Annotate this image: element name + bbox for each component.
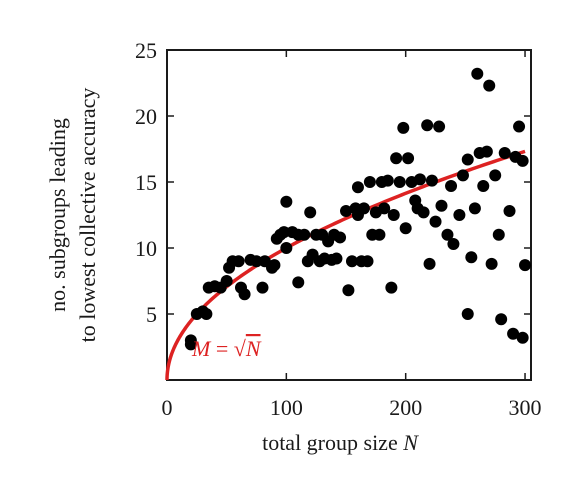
y-axis-title-line1: no. subgroups leading bbox=[45, 118, 70, 312]
data-point bbox=[361, 255, 374, 268]
x-tick-label: 200 bbox=[389, 395, 422, 420]
data-point bbox=[519, 259, 532, 272]
data-point bbox=[456, 169, 469, 182]
data-point bbox=[184, 338, 197, 351]
data-point bbox=[378, 202, 391, 215]
x-axis-title-var: N bbox=[402, 430, 419, 455]
data-point bbox=[477, 179, 490, 192]
data-point bbox=[232, 255, 245, 268]
data-point bbox=[256, 281, 269, 294]
data-point bbox=[357, 202, 370, 215]
y-tick-label: 25 bbox=[135, 38, 157, 63]
data-point bbox=[468, 202, 481, 215]
data-point bbox=[483, 79, 496, 92]
fit-curve-label: M = √N bbox=[191, 336, 262, 361]
y-axis-title: no. subgroups leading to lowest collecti… bbox=[45, 88, 100, 343]
plot-frame bbox=[166, 49, 532, 381]
data-point bbox=[298, 228, 311, 241]
fit-label-sqrt: √ bbox=[234, 336, 247, 361]
data-point bbox=[277, 226, 290, 239]
data-point bbox=[471, 67, 484, 80]
data-point bbox=[485, 257, 498, 270]
data-point bbox=[238, 288, 251, 301]
data-point bbox=[441, 228, 454, 241]
data-point bbox=[340, 205, 353, 218]
data-point bbox=[268, 259, 281, 272]
data-point bbox=[492, 228, 505, 241]
y-axis-title-line2: to lowest collective accuracy bbox=[75, 88, 100, 343]
data-point bbox=[280, 195, 293, 208]
data-point bbox=[421, 119, 434, 132]
data-point bbox=[402, 152, 415, 165]
plot-area bbox=[165, 49, 532, 381]
data-point bbox=[390, 152, 403, 165]
data-point bbox=[387, 209, 400, 221]
data-point bbox=[516, 154, 529, 167]
data-point bbox=[445, 179, 458, 192]
data-point bbox=[220, 275, 233, 287]
fit-label-var-left: M bbox=[191, 336, 212, 361]
y-tick-label: 15 bbox=[135, 170, 157, 195]
data-point bbox=[516, 331, 529, 344]
axis-ticks bbox=[166, 49, 531, 380]
data-point bbox=[334, 231, 347, 244]
data-points bbox=[184, 67, 532, 351]
data-point bbox=[417, 206, 430, 219]
data-point bbox=[397, 121, 410, 134]
data-point bbox=[495, 313, 508, 326]
data-point bbox=[250, 255, 263, 268]
x-axis-title-text: total group size bbox=[262, 430, 403, 455]
data-point bbox=[351, 181, 364, 194]
tick-labels: 0 100 200 300 5 10 15 20 25 bbox=[135, 38, 542, 420]
data-point bbox=[498, 146, 511, 159]
x-axis-title: total group size N bbox=[262, 430, 419, 455]
y-tick-label: 10 bbox=[135, 236, 157, 261]
data-point bbox=[433, 120, 446, 133]
x-tick-label: 100 bbox=[270, 395, 303, 420]
data-point bbox=[330, 252, 343, 265]
data-point bbox=[385, 281, 398, 294]
data-point bbox=[393, 176, 406, 188]
data-point bbox=[425, 174, 438, 187]
data-point bbox=[423, 257, 436, 270]
data-point bbox=[480, 145, 493, 158]
data-point bbox=[453, 209, 466, 221]
data-point bbox=[304, 206, 317, 219]
data-point bbox=[292, 276, 305, 289]
x-tick-label: 0 bbox=[162, 395, 173, 420]
fit-label-var-right: N bbox=[245, 336, 262, 361]
data-point bbox=[429, 215, 442, 228]
data-point bbox=[414, 173, 427, 186]
data-point bbox=[461, 153, 474, 166]
data-point bbox=[280, 242, 293, 254]
y-tick-label: 20 bbox=[135, 104, 157, 129]
data-point bbox=[373, 228, 386, 241]
data-point bbox=[200, 308, 213, 320]
data-point bbox=[435, 199, 448, 212]
data-point bbox=[503, 205, 516, 218]
data-point bbox=[447, 238, 460, 251]
data-point bbox=[489, 169, 502, 182]
data-point bbox=[363, 176, 376, 188]
y-tick-label: 5 bbox=[146, 302, 157, 327]
data-point bbox=[465, 251, 478, 264]
data-point bbox=[513, 120, 526, 133]
data-point bbox=[507, 327, 520, 340]
data-point bbox=[345, 255, 358, 268]
data-point bbox=[461, 308, 474, 320]
x-tick-label: 300 bbox=[509, 395, 542, 420]
data-point bbox=[342, 284, 355, 297]
data-point bbox=[381, 174, 394, 187]
fit-label-eq: = bbox=[210, 336, 233, 361]
data-point bbox=[399, 222, 412, 235]
